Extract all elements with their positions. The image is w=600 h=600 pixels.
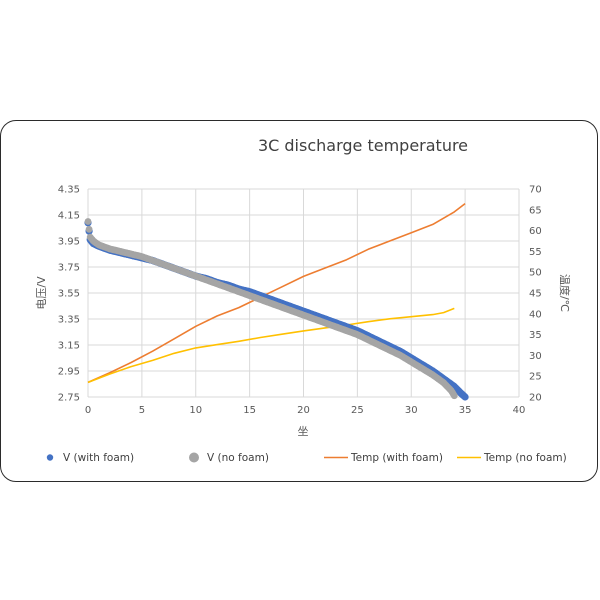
x-tick-label: 40: [513, 405, 526, 416]
series-line-temp-with-foam: [87, 202, 466, 384]
x-tick-label: 15: [243, 405, 256, 416]
y-left-axis-label: 电压/V: [35, 276, 48, 310]
x-tick-label: 25: [351, 405, 364, 416]
y-left-tick-label: 2.75: [58, 393, 80, 404]
chart-frame: 3C discharge temperature 0 5 10 15 20 25 30 35 4…: [0, 120, 598, 482]
y-right-axis-label: 温度/℃: [558, 274, 572, 312]
y-left-tick-label: 2.95: [58, 367, 80, 378]
y-right-tick-label: 45: [529, 289, 542, 300]
data-point: [461, 393, 469, 401]
legend-label-temp-no-foam: Temp (no foam): [483, 452, 567, 464]
y-left-tick-label: 4.15: [58, 211, 80, 222]
legend-label-v-with-foam: V (with foam): [63, 452, 134, 464]
y-left-tick-label: 3.75: [58, 263, 80, 274]
series-v-no-foam: [84, 218, 458, 400]
series-temp-with-foam: [87, 202, 466, 384]
y-right-tick-label: 70: [529, 185, 542, 196]
x-tick-label: 10: [189, 405, 202, 416]
series-layer: [84, 202, 469, 401]
x-tick-label: 20: [297, 405, 310, 416]
y-left-tick-label: 3.35: [58, 315, 80, 326]
y-left-tick-label: 3.15: [58, 341, 80, 352]
legend-label-v-no-foam: V (no foam): [207, 452, 269, 464]
y-right-tick-label: 30: [529, 351, 542, 362]
y-right-tick-label: 50: [529, 268, 542, 279]
legend-marker-v-no-foam: [189, 452, 199, 463]
grid-lines: [87, 188, 520, 398]
legend-label-temp-with-foam: Temp (with foam): [350, 452, 443, 464]
y-right-tick-label: 65: [529, 205, 542, 216]
y-right-tick-label: 55: [529, 247, 542, 258]
x-tick-label: 30: [405, 405, 418, 416]
x-axis-ticks: 0 5 10 15 20 25 30 35 40: [85, 405, 526, 416]
x-tick-label: 35: [459, 405, 472, 416]
y-left-tick-label: 3.95: [58, 237, 80, 248]
y-left-tick-label: 3.55: [58, 289, 80, 300]
x-axis-label: 坐: [298, 425, 309, 438]
y-right-tick-label: 60: [529, 226, 542, 237]
data-point: [84, 218, 92, 225]
legend-marker-v-with-foam: [46, 454, 54, 461]
series-temp-no-foam: [87, 307, 455, 384]
y-right-tick-label: 40: [529, 309, 542, 320]
chart-title: 3C discharge temperature: [258, 136, 468, 155]
data-point: [85, 225, 93, 233]
data-point: [450, 392, 458, 400]
x-tick-label: 5: [139, 405, 145, 416]
y-left-axis-ticks: 2.75 2.95 3.15 3.35 3.55 3.75 3.95 4.15 4.35: [58, 185, 80, 404]
y-right-axis-ticks: 20 25 30 35 40 45 50 55 60 65 70: [529, 185, 542, 404]
series-line-temp-no-foam: [87, 307, 455, 384]
y-right-tick-label: 25: [529, 372, 542, 383]
chart-svg: 3C discharge temperature 0 5 10 15 20 25 30 35 4…: [35, 136, 572, 464]
x-tick-label: 0: [85, 405, 91, 416]
legend: V (with foam) V (no foam) Temp (with foam)…: [46, 452, 567, 464]
y-right-tick-label: 35: [529, 330, 542, 341]
y-left-tick-label: 4.35: [58, 185, 80, 196]
y-right-tick-label: 20: [529, 393, 542, 404]
